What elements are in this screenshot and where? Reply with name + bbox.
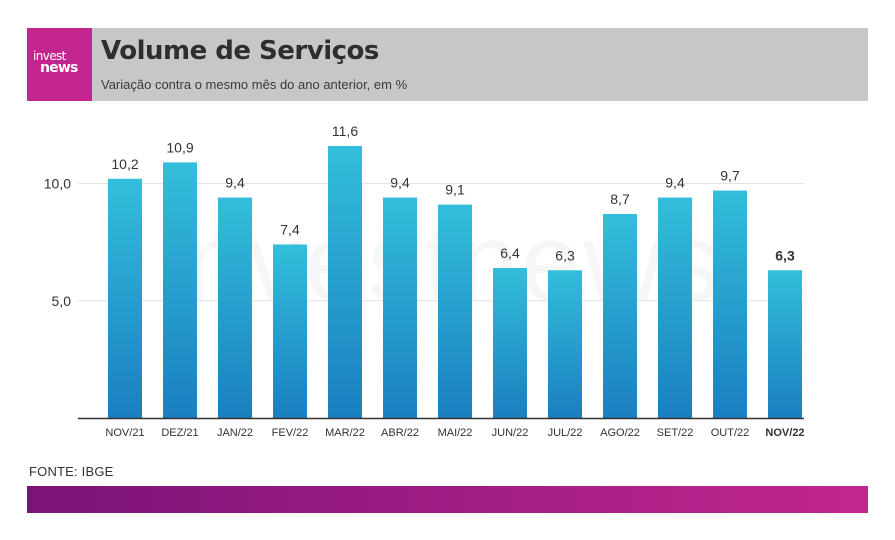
bar: [438, 204, 472, 418]
x-tick-label: NOV/21: [105, 427, 144, 439]
footer-gradient-bar: [27, 486, 868, 513]
bar: [383, 197, 417, 418]
bar: [328, 145, 362, 419]
value-label: 9,4: [390, 175, 410, 191]
value-label: 9,4: [225, 175, 245, 191]
value-label: 8,7: [610, 191, 630, 207]
value-label: 6,4: [500, 245, 520, 261]
value-label: 10,2: [111, 156, 138, 172]
bar: [108, 178, 142, 418]
y-tick-label: 10,0: [44, 176, 71, 192]
value-label: 7,4: [280, 221, 300, 237]
x-tick-label: JUL/22: [548, 427, 583, 439]
header-band: invest news Volume de Serviços Variação …: [27, 28, 868, 101]
bar: [493, 267, 527, 418]
bar: [713, 190, 747, 418]
value-label: 10,9: [166, 139, 193, 155]
x-tick-label: JUN/22: [492, 427, 529, 439]
value-label: 6,3: [555, 247, 575, 263]
bar: [768, 270, 802, 418]
bar: [603, 213, 637, 418]
x-tick-label: FEV/22: [272, 427, 309, 439]
value-labels: 10,2 10,9 9,4 7,4 11,6 9,4 9,1 6,4 6,3 8,7 9,4 9,7 6…: [111, 123, 795, 263]
bar: [548, 270, 582, 418]
bar: [218, 197, 252, 418]
x-tick-label: AGO/22: [600, 427, 640, 439]
x-tick-label: OUT/22: [711, 427, 750, 439]
value-label: 11,6: [332, 123, 358, 139]
bars: [108, 145, 802, 419]
x-tick-label: ABR/22: [381, 427, 419, 439]
x-tick-label: SET/22: [657, 427, 694, 439]
y-axis-ticks: 5,0 10,0: [44, 176, 71, 309]
bar: [163, 162, 197, 418]
x-tick-label: DEZ/21: [161, 427, 198, 439]
x-tick-label: JAN/22: [217, 427, 253, 439]
value-label: 9,7: [720, 168, 740, 184]
logo-word-invest: invest: [33, 49, 66, 63]
y-tick-label: 5,0: [52, 293, 72, 309]
chart-subtitle: Variação contra o mesmo mês do ano anter…: [101, 77, 408, 92]
x-tick-label: MAI/22: [438, 427, 473, 439]
value-label: 9,4: [665, 175, 685, 191]
investnews-logo: invest news: [27, 28, 92, 101]
bar: [273, 244, 307, 418]
bar: [658, 197, 692, 418]
logo-word-news: news: [40, 60, 78, 76]
value-label: 9,1: [445, 182, 465, 198]
source-note: FONTE: IBGE: [29, 464, 114, 479]
x-tick-label: NOV/22: [765, 427, 804, 439]
x-tick-label: MAR/22: [325, 427, 365, 439]
chart-title: Volume de Serviços: [101, 36, 379, 66]
x-axis-labels: NOV/21 DEZ/21 JAN/22 FEV/22 MAR/22 ABR/22 MAI/…: [105, 427, 804, 439]
value-label: 6,3: [775, 247, 795, 263]
